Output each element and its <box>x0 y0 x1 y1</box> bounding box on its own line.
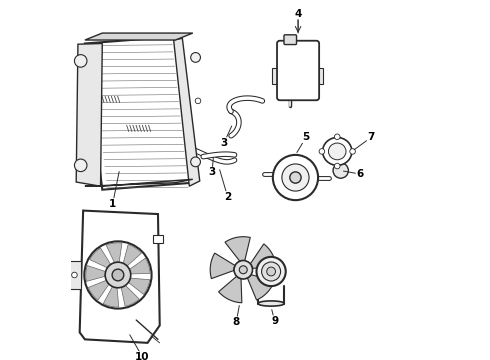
Polygon shape <box>85 37 193 190</box>
Circle shape <box>74 159 87 172</box>
Text: 2: 2 <box>224 192 231 202</box>
FancyBboxPatch shape <box>284 35 296 45</box>
Text: 5: 5 <box>302 132 310 143</box>
FancyBboxPatch shape <box>153 235 163 243</box>
FancyBboxPatch shape <box>277 41 319 100</box>
Circle shape <box>282 164 309 191</box>
Circle shape <box>234 261 252 279</box>
Circle shape <box>262 262 281 281</box>
Polygon shape <box>225 237 250 261</box>
Polygon shape <box>247 275 274 300</box>
Circle shape <box>74 55 87 67</box>
Polygon shape <box>173 38 200 186</box>
Circle shape <box>112 269 124 281</box>
Polygon shape <box>121 285 139 306</box>
Circle shape <box>72 272 77 278</box>
Polygon shape <box>129 258 150 274</box>
Text: 10: 10 <box>135 352 149 360</box>
Ellipse shape <box>328 143 346 160</box>
Circle shape <box>84 241 151 309</box>
Circle shape <box>335 134 340 140</box>
Bar <box>68 261 81 289</box>
Polygon shape <box>210 253 235 279</box>
Text: 1: 1 <box>109 199 116 209</box>
Polygon shape <box>76 44 102 186</box>
Circle shape <box>267 267 275 276</box>
Ellipse shape <box>258 301 284 306</box>
Circle shape <box>335 163 340 169</box>
Circle shape <box>191 157 200 167</box>
Ellipse shape <box>322 138 352 165</box>
Text: 4: 4 <box>294 9 302 19</box>
Polygon shape <box>250 244 276 268</box>
Text: 7: 7 <box>368 132 375 143</box>
FancyBboxPatch shape <box>317 68 322 84</box>
Circle shape <box>256 257 286 286</box>
Circle shape <box>290 172 301 183</box>
FancyBboxPatch shape <box>272 68 280 84</box>
Polygon shape <box>123 244 142 266</box>
Circle shape <box>350 149 355 154</box>
Circle shape <box>191 53 200 62</box>
Polygon shape <box>88 280 109 300</box>
Text: 3: 3 <box>220 138 228 148</box>
Circle shape <box>333 163 348 178</box>
Polygon shape <box>103 287 119 307</box>
Polygon shape <box>86 265 106 282</box>
Text: 8: 8 <box>233 317 240 327</box>
Text: 9: 9 <box>271 316 278 326</box>
Circle shape <box>239 266 247 274</box>
Circle shape <box>273 155 318 200</box>
Circle shape <box>105 262 131 288</box>
Text: 6: 6 <box>356 169 364 179</box>
Circle shape <box>319 149 325 154</box>
Polygon shape <box>90 248 111 268</box>
Polygon shape <box>80 211 160 343</box>
Polygon shape <box>85 179 193 186</box>
Polygon shape <box>85 33 193 40</box>
Text: 3: 3 <box>208 167 216 177</box>
Polygon shape <box>106 243 122 263</box>
Polygon shape <box>219 276 242 303</box>
Polygon shape <box>128 278 150 294</box>
Circle shape <box>195 98 201 104</box>
